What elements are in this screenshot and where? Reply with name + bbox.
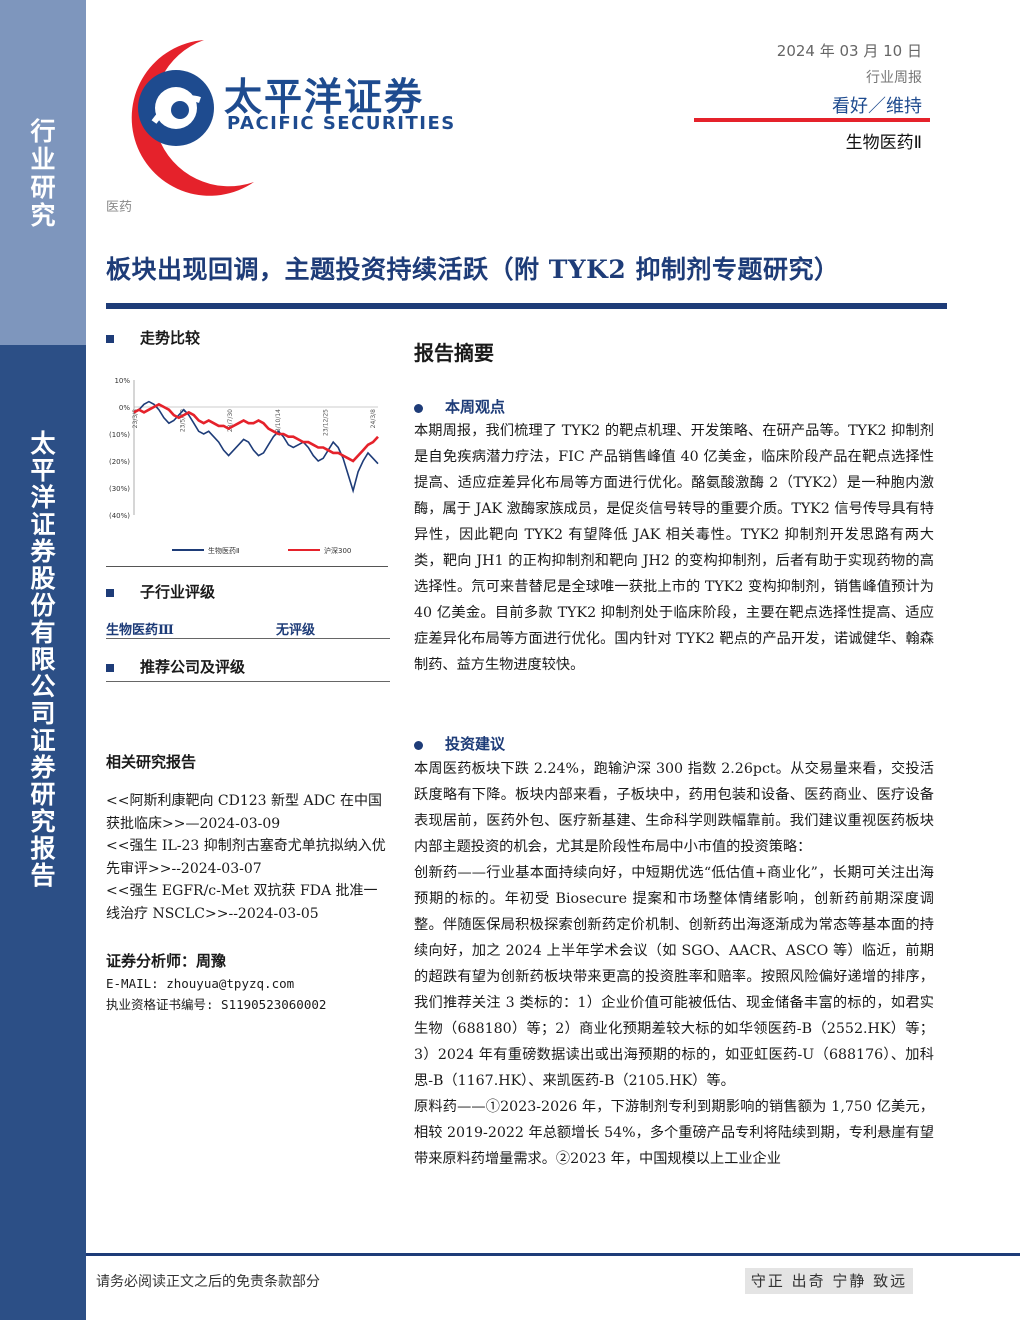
sub-industry-name: 生物医药Ⅲ	[106, 623, 174, 638]
related-report-item[interactable]: <<阿斯利康靶向 CD123 新型 ADC 在中国获批临床>>—2024-03-…	[106, 793, 382, 832]
sidebar-label-industry-research: 行业研究	[0, 118, 86, 230]
x-tick-label: 23/10/14	[275, 409, 282, 436]
sidebar-char: 究	[30, 807, 56, 836]
round-bullet-icon	[414, 403, 423, 413]
x-tick-label: 23/5/19	[180, 409, 187, 432]
y-tick-label: (10%)	[109, 431, 130, 439]
sub-industry-heading: 子行业评级	[106, 581, 215, 602]
round-bullet-icon	[414, 740, 423, 750]
pacific-securities-logo	[131, 40, 254, 196]
sidebar-char: 洋	[30, 483, 56, 512]
footer-divider	[86, 1253, 1020, 1256]
y-tick-label: (40%)	[109, 512, 130, 520]
sidebar-char: 券	[30, 537, 56, 566]
legend-label: 沪深300	[324, 546, 351, 555]
square-bullet-icon	[106, 589, 114, 597]
industry-rating: 看好／维持	[832, 96, 922, 117]
y-tick-label: 10%	[114, 377, 130, 385]
recommend-heading: 推荐公司及评级	[106, 656, 245, 677]
sidebar-char: 告	[30, 861, 56, 890]
category-tag: 医药	[106, 200, 133, 215]
sidebar-char: 股	[30, 564, 56, 593]
x-tick-label: 23/3/8	[132, 409, 139, 428]
x-tick-label: 24/3/8	[370, 409, 377, 428]
sub-industry-rating: 无评级	[276, 623, 316, 638]
analyst-email[interactable]: E-MAIL: zhouyua@tpyzq.com	[106, 976, 295, 991]
y-tick-label: 0%	[119, 404, 130, 412]
invest-paragraph: 本周医药板块下跌 2.24%，跑输沪深 300 指数 2.26pct。从交易量来…	[414, 761, 934, 855]
report-type: 行业周报	[866, 70, 922, 86]
invest-paragraph: 创新药——行业基本面持续向好，中短期优选“低估值+商业化”，长期可关注出海预期的…	[414, 865, 934, 1089]
sub-industry-divider	[106, 638, 390, 639]
sidebar-char: 份	[30, 591, 56, 620]
footer-disclaimer: 请务必阅读正文之后的免责条款部分	[96, 1274, 320, 1290]
brand-name-en: PACIFIC SECURITIES	[227, 113, 456, 134]
sidebar-char: 证	[30, 510, 56, 539]
y-tick-label: (20%)	[109, 458, 130, 466]
x-tick-label: 23/7/30	[227, 409, 234, 432]
invest-heading: 投资建议	[414, 733, 505, 754]
sidebar-label-company: 太平洋证券股份有限公司证券研究报告	[0, 430, 86, 889]
sidebar-char: 业	[30, 145, 56, 174]
report-date: 2024 年 03 月 10 日	[776, 42, 922, 60]
related-report-item[interactable]: <<强生 EGFR/c-Met 双抗获 FDA 批准一线治疗 NSCLC>>--…	[106, 883, 378, 922]
sidebar-char: 有	[30, 618, 56, 647]
invest-paragraphs: 本周医药板块下跌 2.24%，跑输沪深 300 指数 2.26pct。从交易量来…	[414, 756, 934, 1172]
sidebar: 行业研究 太平洋证券股份有限公司证券研究报告	[0, 0, 86, 1320]
sidebar-char: 太	[30, 429, 56, 458]
sidebar-char: 平	[30, 456, 56, 485]
related-report-item[interactable]: <<强生 IL-23 抑制剂古塞奇尤单抗拟纳入优先审评>>--2024-03-0…	[106, 838, 386, 877]
analyst-name: 证券分析师：周豫	[106, 952, 227, 970]
recommend-divider	[106, 681, 390, 682]
sidebar-char: 行	[30, 117, 56, 146]
sidebar-char: 公	[30, 672, 56, 701]
square-bullet-icon	[106, 335, 114, 343]
rating-divider	[694, 118, 930, 122]
sidebar-char: 究	[30, 201, 56, 230]
related-reports-list: <<阿斯利康靶向 CD123 新型 ADC 在中国获批临床>>—2024-03-…	[106, 790, 390, 925]
sidebar-char: 司	[30, 699, 56, 728]
view-paragraph: 本期周报，我们梳理了 TYK2 的靶点机理、开发策略、在研产品等。TYK2 抑制…	[414, 423, 934, 673]
trend-chart: 10% 0% (10%) (20%) (30%) (40%) 23/3/8 23/5/19 23…	[109, 377, 379, 555]
series-line-2	[133, 402, 379, 463]
brand-name-cn: 太平洋证券	[224, 75, 425, 119]
footer-motto: 守正 出奇 宁静 致远	[745, 1268, 913, 1294]
title-divider	[106, 303, 947, 309]
x-tick-label: 23/12/25	[322, 409, 329, 436]
sidebar-char: 研	[30, 173, 56, 202]
trend-heading: 走势比较	[106, 327, 200, 348]
chart-divider	[106, 566, 388, 567]
y-tick-label: (30%)	[109, 485, 130, 493]
sidebar-char: 券	[30, 753, 56, 782]
square-bullet-icon	[106, 664, 114, 672]
summary-title: 报告摘要	[414, 341, 494, 365]
sidebar-char: 证	[30, 726, 56, 755]
sidebar-char: 限	[30, 645, 56, 674]
related-reports-heading: 相关研究报告	[106, 753, 197, 771]
view-heading: 本周观点	[414, 396, 505, 417]
invest-paragraph: 原料药——①2023-2026 年，下游制剂专利到期影响的销售额为 1,750 …	[414, 1099, 934, 1167]
series-line-1	[133, 400, 379, 494]
sidebar-top-block	[0, 0, 86, 345]
legend-label: 生物医药Ⅱ	[208, 546, 239, 555]
report-title: 板块出现回调，主题投资持续活跃（附 TYK2 抑制剂专题研究）	[106, 255, 840, 284]
sector-name: 生物医药Ⅱ	[845, 133, 922, 153]
sidebar-char: 报	[30, 834, 56, 863]
analyst-cert: 执业资格证书编号: S1190523060002	[106, 997, 327, 1012]
sidebar-char: 研	[30, 780, 56, 809]
